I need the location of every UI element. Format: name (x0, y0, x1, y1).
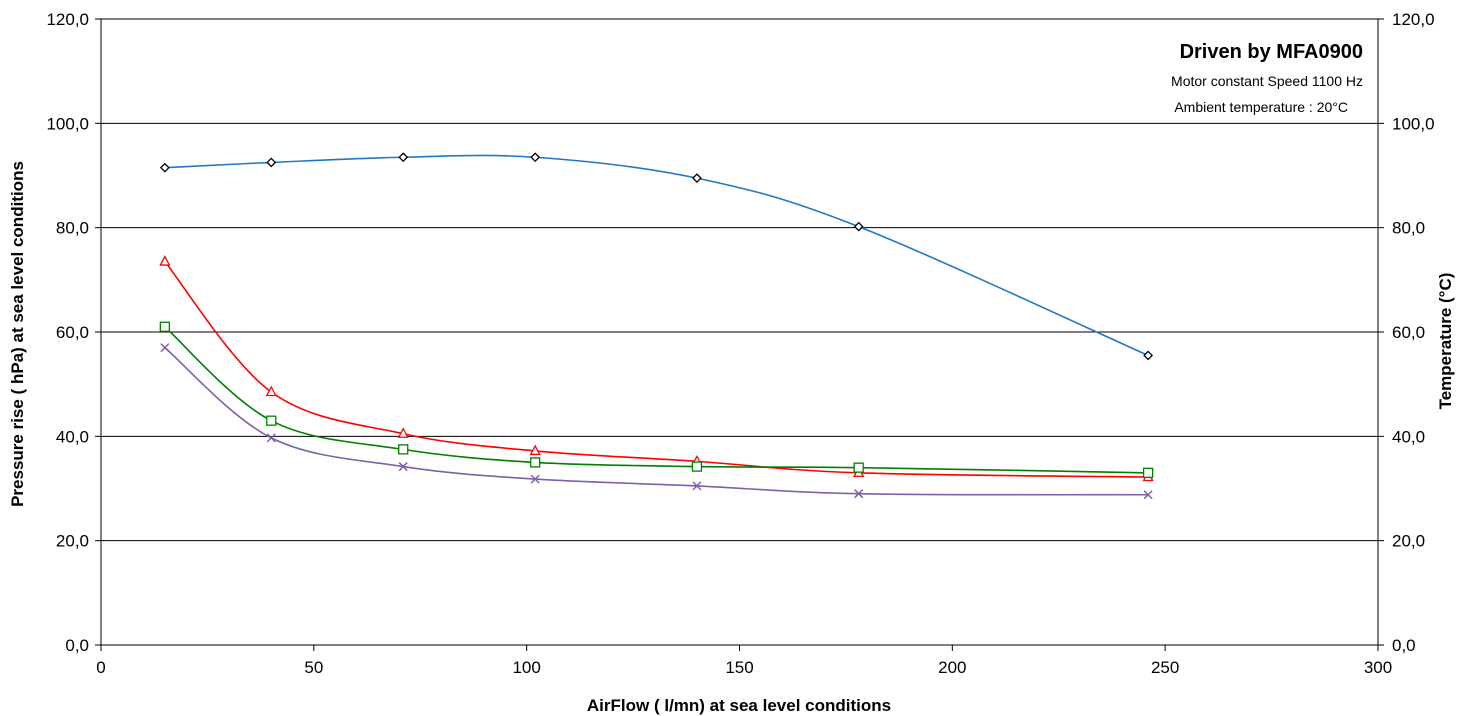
series-2-point-0 (159, 321, 171, 332)
y-right-tick-label-1: 20,0 (1392, 532, 1425, 551)
series-0-point-4 (692, 173, 702, 184)
series-1-point-0 (159, 255, 171, 266)
x-axis-title: AirFlow ( l/mn) at sea level conditions (587, 696, 891, 715)
x-tick-label-4: 200 (938, 658, 966, 677)
y-left-tick-label-6: 120,0 (46, 10, 89, 29)
gridlines (101, 18, 1378, 542)
annotation-speed: Motor constant Speed 1100 Hz (1171, 73, 1363, 89)
series-2 (159, 321, 1154, 479)
series-0 (159, 152, 1154, 361)
x-tick-label-5: 250 (1151, 658, 1179, 677)
series-3 (160, 343, 1153, 500)
series-0-point-6 (1143, 350, 1154, 361)
series-1-line (164, 261, 1149, 478)
series-1-point-2 (397, 427, 409, 438)
x-tick-label-3: 150 (725, 658, 753, 677)
series-2-point-6 (1142, 467, 1154, 479)
series-0-point-2 (398, 152, 409, 163)
y-right-tick-label-2: 40,0 (1392, 427, 1425, 446)
y-right-tick-label-4: 80,0 (1392, 219, 1425, 238)
series-3-point-6 (1143, 490, 1153, 500)
series-3-point-5 (854, 489, 864, 499)
series-1-point-3 (529, 444, 541, 456)
y-right-tick-label-5: 100,0 (1392, 114, 1435, 133)
series-0-point-5 (853, 221, 864, 232)
y-left-tick-label-1: 20,0 (56, 532, 89, 551)
y-axis-left-title: Pressure rise ( hPa) at sea level condit… (8, 161, 27, 507)
series-2-line (164, 326, 1149, 474)
y-left-tick-label-2: 40,0 (56, 427, 89, 446)
y-left-tick-label-5: 100,0 (46, 114, 89, 133)
series-2-point-5 (853, 462, 864, 473)
series-3-point-3 (530, 474, 540, 484)
series-3-point-4 (692, 481, 702, 491)
annotation-ambient: Ambient temperature : 20°C (1174, 99, 1348, 115)
annotation-title: Driven by MFA0900 (1180, 41, 1363, 63)
x-tick-label-0: 0 (96, 658, 105, 677)
series-0-point-0 (159, 162, 170, 173)
y-right-tick-label-0: 0,0 (1392, 636, 1416, 655)
y-left-tick-label-0: 0,0 (65, 636, 89, 655)
series-0-point-3 (530, 152, 541, 163)
x-tick-label-6: 300 (1364, 658, 1392, 677)
series-3-point-1 (266, 433, 276, 443)
y-axis-right-ticks: 0,0 20,0 40,0 60,0 80,0 100,0 120,0 (1378, 10, 1435, 655)
x-axis-ticks: 0 50 100 150 200 250 300 (96, 645, 1392, 677)
y-left-tick-label-3: 60,0 (56, 323, 89, 342)
series-2-point-4 (691, 461, 703, 472)
series-2-point-2 (398, 444, 409, 455)
series-3-point-2 (398, 462, 408, 472)
series-3-line (164, 347, 1149, 496)
series-1-point-1 (265, 385, 277, 397)
y-left-tick-label-4: 80,0 (56, 219, 89, 238)
series-0-point-1 (266, 157, 277, 168)
y-right-tick-label-3: 60,0 (1392, 323, 1425, 342)
series-2-point-1 (266, 415, 277, 426)
series-layer (159, 152, 1154, 500)
x-tick-label-2: 100 (512, 658, 540, 677)
y-axis-right-title: Temperature (°C) (1436, 273, 1455, 410)
series-2-point-3 (530, 457, 541, 468)
y-right-tick-label-6: 120,0 (1392, 10, 1435, 29)
y-axis-left-ticks: 0,0 20,0 40,0 60,0 80,0 100,0 120,0 (46, 10, 101, 655)
series-0-line (164, 154, 1149, 357)
x-tick-label-1: 50 (304, 658, 323, 677)
series-3-point-0 (160, 343, 170, 353)
